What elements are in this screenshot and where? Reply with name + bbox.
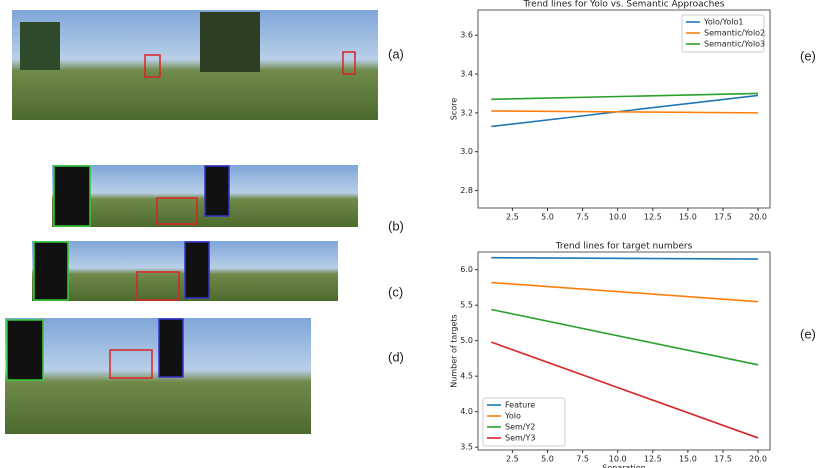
x-tick-label: 15.0 — [679, 455, 697, 464]
x-tick-label: 20.0 — [749, 213, 767, 222]
x-tick-label: 17.5 — [714, 213, 732, 222]
photo-c — [32, 241, 338, 301]
legend-label: Yolo — [504, 412, 521, 421]
x-tick-label: 15.0 — [679, 213, 697, 222]
series-line — [491, 283, 758, 302]
x-tick-label: 5.0 — [541, 213, 554, 222]
legend-label: Semantic/Yolo2 — [704, 29, 765, 38]
x-tick-label: 5.0 — [541, 455, 554, 464]
y-tick-label: 3.5 — [460, 443, 473, 452]
legend-label: Yolo/Yolo1 — [703, 18, 743, 27]
y-tick-label: 4.0 — [460, 407, 473, 416]
y-tick-label: 3.0 — [460, 147, 473, 156]
panel-label: (e) — [800, 326, 816, 341]
x-tick-label: 2.5 — [506, 455, 519, 464]
page: (a) (b) (c) (d) (e) (e) Trend lines for … — [0, 0, 834, 468]
panel-label: (a) — [388, 46, 404, 61]
legend-label: Semantic/Yolo3 — [704, 40, 765, 49]
series-line — [491, 258, 758, 259]
x-tick-label: 17.5 — [714, 455, 732, 464]
photo-b — [52, 165, 358, 227]
chart-title: Trend lines for target numbers — [555, 242, 693, 252]
x-tick-label: 20.0 — [749, 455, 767, 464]
x-tick-label: 10.0 — [609, 455, 627, 464]
x-tick-label: 12.5 — [644, 455, 662, 464]
x-tick-label: 10.0 — [609, 213, 627, 222]
series-line — [491, 93, 758, 99]
y-axis-label: Number of targets — [450, 314, 459, 387]
x-axis-label: Separation — [602, 464, 646, 468]
chart-title: Trend lines for Yolo vs. Semantic Approa… — [523, 0, 725, 10]
y-tick-label: 3.2 — [460, 108, 473, 117]
legend-label: Sem/Y3 — [505, 434, 535, 443]
y-axis-label: Score — [450, 98, 459, 120]
x-tick-label: 12.5 — [644, 213, 662, 222]
y-tick-label: 5.5 — [460, 301, 473, 310]
y-tick-label: 5.0 — [460, 336, 473, 345]
y-tick-label: 3.6 — [460, 31, 473, 40]
panel-label: (d) — [388, 349, 404, 364]
panel-label: (e) — [800, 48, 816, 63]
panel-label: (c) — [388, 284, 403, 299]
y-tick-label: 3.4 — [460, 70, 473, 79]
y-tick-label: 6.0 — [460, 265, 473, 274]
x-tick-label: 7.5 — [576, 455, 589, 464]
photo-d — [5, 318, 311, 434]
legend-label: Sem/Y2 — [505, 423, 535, 432]
series-line — [491, 111, 758, 113]
x-tick-label: 2.5 — [506, 213, 519, 222]
x-tick-label: 7.5 — [576, 213, 589, 222]
y-tick-label: 2.8 — [460, 186, 473, 195]
legend-label: Feature — [505, 401, 535, 410]
photo-a — [12, 10, 378, 120]
figure: (a) (b) (c) (d) (e) (e) Trend lines for … — [0, 0, 834, 468]
y-tick-label: 4.5 — [460, 372, 473, 381]
panel-label: (b) — [388, 218, 404, 233]
